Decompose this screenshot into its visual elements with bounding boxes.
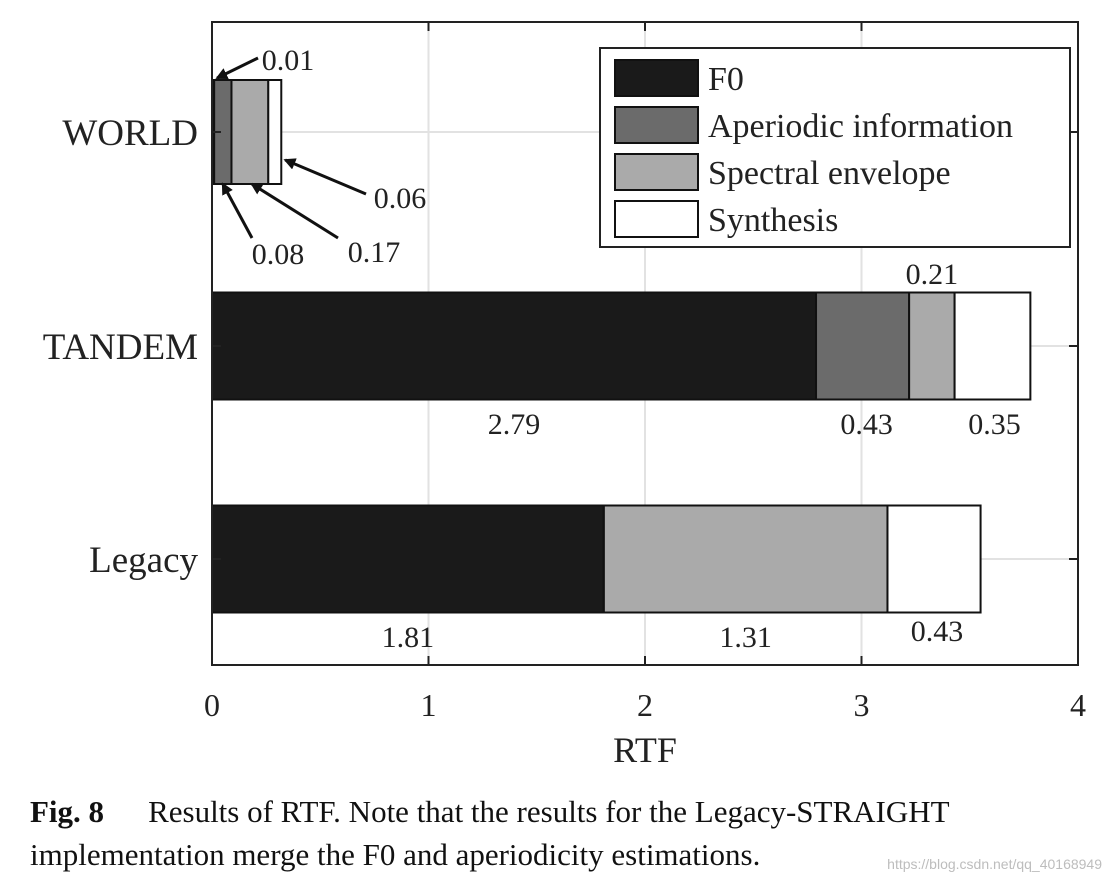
legend-swatch xyxy=(614,59,699,97)
x-tick-label: 2 xyxy=(637,687,653,723)
legend-swatch xyxy=(614,153,699,191)
data-label: 1.31 xyxy=(719,621,772,654)
legend-swatch xyxy=(614,200,699,238)
x-tick-label: 1 xyxy=(421,687,437,723)
legend: F0 Aperiodic information Spectral envelope… xyxy=(599,47,1071,248)
annotation-arrow xyxy=(221,182,254,239)
x-tick-label: 3 xyxy=(854,687,870,723)
data-label: 0.06 xyxy=(374,182,427,215)
labels-layer: 2.79 0.43 0.21 0.35 1.81 1.31 0.43 0.01 0.08 0.17… xyxy=(215,44,1021,654)
data-label: 0.17 xyxy=(348,236,401,269)
data-label: 0.08 xyxy=(252,238,305,271)
x-axis-label: RTF xyxy=(613,730,677,770)
bar-legacy-spectral-envelope xyxy=(602,504,889,614)
bar-tandem-aperiodic-information xyxy=(815,291,911,401)
data-label: 0.43 xyxy=(911,615,964,648)
axes-layer: 0 1 2 3 4 WORLD TANDEM Legacy RTF xyxy=(43,21,1086,770)
annotation-arrow xyxy=(250,182,339,240)
legend-label: Spectral envelope xyxy=(708,155,951,192)
annotation-arrow xyxy=(283,158,367,196)
y-category-label: TANDEM xyxy=(43,327,198,368)
data-label: 1.81 xyxy=(382,621,435,654)
data-label: 0.01 xyxy=(262,44,315,77)
y-category-label: WORLD xyxy=(62,113,198,154)
rtf-stacked-bar-chart: 0 1 2 3 4 WORLD TANDEM Legacy RTF 2.79 0.43 0.21 0.… xyxy=(43,21,1086,770)
bar-tandem-spectral-envelope xyxy=(908,291,956,401)
legend-label: Synthesis xyxy=(708,202,838,239)
x-tick-label: 4 xyxy=(1070,687,1086,723)
watermark: https://blog.csdn.net/qq_40168949 xyxy=(887,856,1102,872)
bars-layer xyxy=(211,79,1032,614)
figure-caption: Fig. 8 Results of RTF. Note that the resu… xyxy=(30,790,1090,876)
data-label: 0.43 xyxy=(840,408,893,441)
bar-tandem-synthesis xyxy=(953,291,1032,401)
bar-legacy-synthesis xyxy=(886,504,982,614)
bar-world-spectral-envelope xyxy=(230,79,270,185)
figure-label: Fig. 8 xyxy=(30,794,105,829)
bar-world-synthesis xyxy=(267,79,283,185)
x-tick-label: 0 xyxy=(204,687,220,723)
data-label: 2.79 xyxy=(488,408,541,441)
legend-swatch xyxy=(614,106,699,144)
bar-tandem-f0 xyxy=(211,291,818,401)
caption-text: Results of RTF. Note that the results fo… xyxy=(30,794,950,872)
data-label: 0.35 xyxy=(968,408,1021,441)
legend-label: Aperiodic information xyxy=(708,108,1013,145)
bar-legacy-f0 xyxy=(211,504,605,614)
legend-label: F0 xyxy=(708,61,744,98)
data-label: 0.21 xyxy=(906,258,959,291)
annotation-arrow xyxy=(215,56,259,80)
y-category-label: Legacy xyxy=(89,540,198,581)
